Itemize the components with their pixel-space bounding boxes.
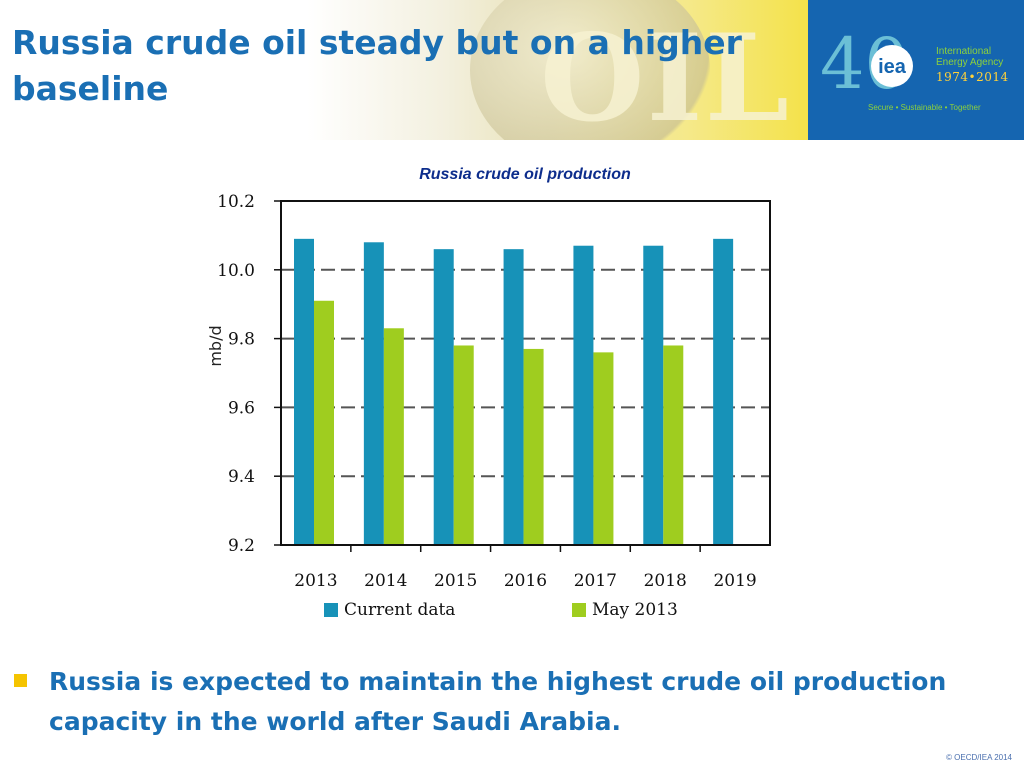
legend-label-may-2013: May 2013: [592, 600, 678, 620]
bar-may-2013-2015: [453, 345, 474, 545]
y-tick-label: 9.6: [228, 398, 255, 418]
bar-may-2013-2017: [593, 352, 614, 545]
y-tick-label: 9.8: [228, 330, 255, 350]
legend-item-may-2013: May 2013: [572, 600, 678, 620]
bar-current-data-2019: [713, 238, 734, 545]
header-banner: OIL: [0, 0, 808, 140]
logo-tagline: Secure • Sustainable • Together: [868, 103, 981, 112]
bar-current-data-2018: [643, 245, 664, 545]
iea-logo: 40 iea International Energy Agency 1974•…: [808, 0, 1024, 140]
x-tick-label: 2013: [294, 571, 337, 591]
bar-may-2013-2014: [383, 328, 404, 545]
bar-may-2013-2013: [314, 300, 334, 545]
x-tick-label: 2014: [364, 571, 407, 591]
iea-40-logo-icon: 40 iea: [820, 23, 913, 102]
logo-org-name: International Energy Agency: [936, 46, 1004, 68]
bars: [294, 238, 734, 545]
logo-mark: iea: [878, 56, 907, 78]
bar-may-2013-2018: [663, 345, 684, 545]
logo-circle: [871, 45, 913, 87]
y-tick-label: 9.2: [228, 536, 255, 556]
page-title: Russia crude oil steady but on a higher …: [12, 23, 742, 108]
bar-may-2013-2016: [523, 348, 544, 545]
legend-item-current-data: Current data: [324, 600, 455, 620]
x-tick-label: 2015: [434, 571, 477, 591]
bar-current-data-2016: [503, 249, 524, 545]
x-tick-label: 2017: [574, 571, 617, 591]
legend-swatch-current-data: [324, 603, 338, 617]
copyright: © OECD/IEA 2014: [946, 753, 1012, 762]
x-tick-label: 2018: [644, 571, 687, 591]
bullet-square-icon: [14, 674, 27, 687]
bullet-point: Russia is expected to maintain the highe…: [14, 662, 1004, 742]
bar-current-data-2014: [363, 242, 384, 545]
legend-label-current-data: Current data: [344, 600, 456, 620]
banner-watermark: OIL: [540, 8, 792, 140]
y-tick-label: 9.4: [228, 467, 255, 487]
chart-legend: Current data May 2013: [324, 600, 764, 624]
y-tick-label: 10.2: [217, 192, 255, 212]
bar-current-data-2015: [433, 249, 454, 545]
x-tick-label: 2016: [504, 571, 547, 591]
logo-years: 1974•2014: [936, 70, 1009, 84]
chart-title: Russia crude oil production: [419, 166, 631, 183]
plot-frame: [280, 200, 771, 546]
axes: 9.2 9.4 9.6 9.8 10.0 10.2 2013 2014 2015 2016 2017…: [217, 192, 757, 591]
x-tick-label: 2019: [713, 571, 756, 591]
oil-barrel-graphic: [470, 0, 710, 140]
bar-current-data-2013: [294, 238, 314, 545]
bullet-text: Russia is expected to maintain the highe…: [49, 667, 947, 736]
y-tick-label: 10.0: [217, 261, 255, 281]
bar-current-data-2017: [573, 245, 594, 545]
legend-swatch-may-2013: [572, 603, 586, 617]
